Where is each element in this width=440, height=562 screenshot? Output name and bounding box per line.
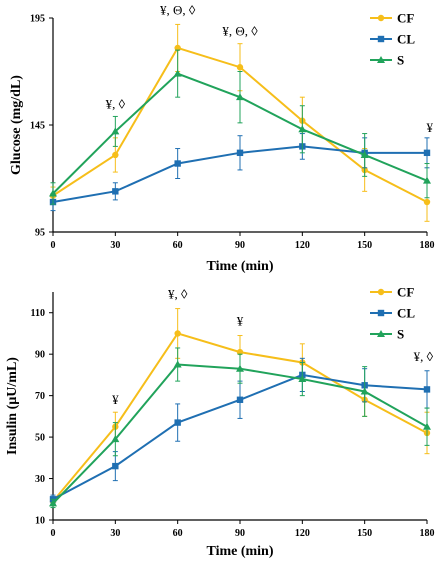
data-point: [298, 125, 307, 133]
x-tick-label: 150: [357, 528, 372, 539]
legend-label: S: [397, 53, 404, 68]
legend: CF CL S: [370, 285, 415, 342]
data-point: [174, 419, 181, 426]
legend: CF CL S: [370, 11, 415, 68]
data-point: [423, 176, 431, 184]
data-point: [173, 69, 182, 77]
y-tick-label: 90: [35, 350, 45, 361]
data-point: [174, 160, 181, 167]
x-tick-label: 150: [357, 240, 372, 251]
significance-annotation: ¥: [427, 120, 434, 135]
significance-annotation: ¥, ◊: [168, 287, 188, 302]
data-point: [236, 93, 244, 101]
glucose-chart: 0 30 60 90 120 150 180 95 145 195 Time (min) Glucos…: [9, 2, 435, 274]
x-tick-label: 0: [51, 240, 56, 251]
data-point: [423, 386, 431, 393]
insulin-chart: 0 30 60 90 120 150 180 10 30 50 70 90 110 Time (min) I…: [5, 285, 435, 560]
significance-annotation: ¥, Θ, ◊: [222, 24, 258, 39]
x-tick-label: 30: [110, 528, 120, 539]
x-tick-label: 180: [420, 240, 435, 251]
x-tick-label: 90: [235, 528, 245, 539]
y-tick-label: 195: [30, 14, 45, 25]
significance-annotation: ¥, ◊: [106, 96, 126, 111]
legend-marker: [377, 288, 385, 296]
legend-marker: [377, 309, 385, 317]
series-s: [49, 347, 431, 509]
data-point: [423, 422, 431, 430]
data-point: [111, 435, 120, 443]
data-point: [360, 387, 369, 395]
x-tick-label: 120: [295, 528, 310, 539]
series-s: [49, 49, 431, 205]
x-axis-title: Time (min): [206, 259, 273, 274]
data-point: [236, 64, 244, 71]
y-tick-label: 95: [35, 228, 45, 239]
y-tick-label: 50: [35, 433, 45, 444]
data-point: [174, 44, 181, 52]
data-point: [112, 188, 119, 195]
data-point: [236, 149, 244, 157]
series-cl: [49, 133, 431, 212]
x-tick-label: 0: [51, 528, 56, 539]
significance-annotation: ¥: [237, 314, 244, 329]
x-tick-label: 60: [173, 528, 183, 539]
y-tick-label: 70: [35, 391, 45, 402]
significance-annotation: ¥, Θ, ◊: [160, 2, 196, 17]
legend-label: CF: [397, 285, 414, 300]
x-tick-label: 60: [173, 240, 183, 251]
legend-marker: [377, 56, 385, 63]
significance-annotation: ¥, ◊: [414, 349, 434, 364]
data-point: [423, 149, 431, 157]
x-tick-label: 180: [420, 528, 435, 539]
data-point: [298, 375, 307, 383]
data-point: [112, 462, 119, 470]
y-axis-title: Glucose (mg/dL): [9, 75, 24, 175]
data-point: [173, 360, 182, 368]
data-point: [111, 127, 120, 135]
y-tick-label: 145: [30, 121, 45, 132]
significance-annotation: ¥: [112, 392, 119, 407]
data-point: [423, 198, 431, 206]
x-tick-label: 90: [235, 240, 245, 251]
legend-marker: [377, 35, 385, 43]
x-axis-title: Time (min): [206, 544, 273, 559]
data-point: [236, 396, 244, 403]
y-tick-label: 110: [31, 308, 45, 319]
data-point: [112, 151, 119, 159]
legend-label: CL: [397, 306, 415, 321]
legend-marker: [377, 14, 385, 22]
legend-marker: [377, 330, 385, 337]
legend-label: CL: [397, 32, 415, 47]
y-tick-label: 10: [35, 516, 45, 527]
y-tick-label: 30: [35, 474, 45, 485]
x-tick-label: 30: [110, 240, 120, 251]
data-point: [174, 330, 181, 337]
legend-label: S: [397, 327, 404, 342]
data-point: [360, 150, 369, 158]
y-axis-title: Insulin (µU/mL): [5, 357, 20, 455]
legend-label: CF: [397, 11, 414, 26]
data-point: [49, 189, 57, 197]
data-point: [49, 499, 57, 507]
data-point: [236, 364, 244, 372]
x-tick-label: 120: [295, 240, 310, 251]
